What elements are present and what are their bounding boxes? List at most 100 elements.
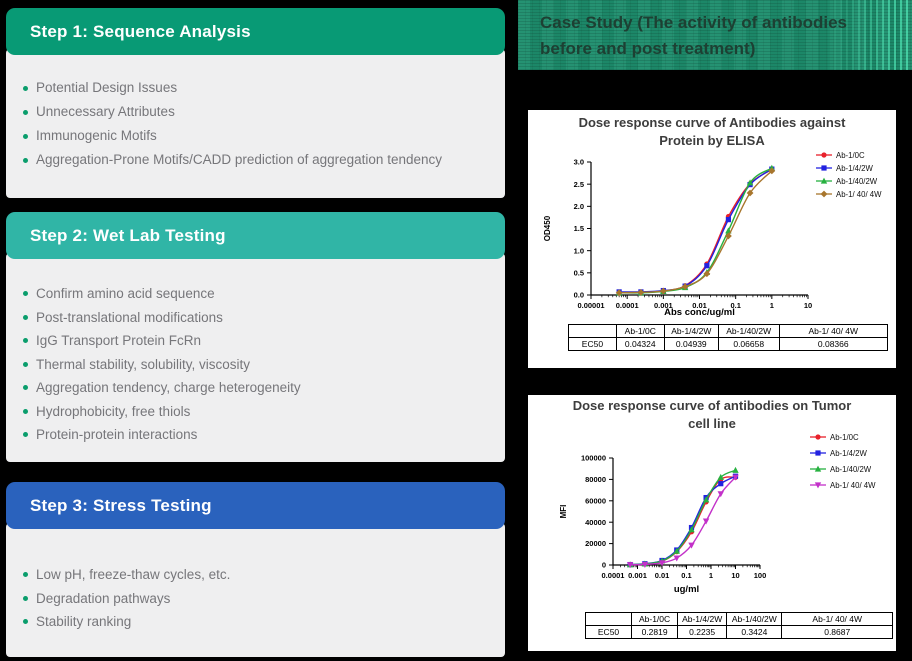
table-cell <box>568 324 617 338</box>
bullet-text: Aggregation tendency, charge heterogenei… <box>36 380 301 395</box>
step-3-card: Step 3: Stress Testing Low pH, freeze-th… <box>6 482 505 657</box>
bullet-text: Potential Design Issues <box>36 80 178 95</box>
x-tick-label: 0.1 <box>730 301 740 310</box>
bullet-dot-icon <box>23 110 28 115</box>
tumor-ec50-table: Ab-1/0C Ab-1/4/2W Ab-1/40/2W Ab-1/ 40/ 4W EC… <box>584 612 893 639</box>
y-tick-label: 3.0 <box>574 158 584 167</box>
legend-label: Ab-1/40/2W <box>830 465 872 474</box>
bullet-text: Protein-protein interactions <box>36 427 198 442</box>
bullet-dot-icon <box>23 619 28 624</box>
table-cell: 0.08366 <box>778 337 889 351</box>
chart-title: Protein by ELISA <box>659 133 765 148</box>
table-cell: 0.2819 <box>631 625 679 639</box>
ec50-table-grid: Ab-1/0C Ab-1/4/2W Ab-1/40/2W Ab-1/ 40/ 4W EC… <box>584 612 893 639</box>
x-tick-label: 10 <box>804 301 812 310</box>
bullet-item: Thermal stability, solubility, viscosity <box>16 353 491 377</box>
table-cell: 0.3424 <box>726 625 783 639</box>
legend-label: Ab-1/0C <box>836 151 865 160</box>
case-study-title-line2: before and post treatment) <box>540 39 756 58</box>
step-2-title: Step 2: Wet Lab Testing <box>30 225 226 245</box>
table-cell: 0.04939 <box>663 337 719 351</box>
tumor-dose-response-chart: Dose response curve of antibodies on Tum… <box>559 398 876 595</box>
table-cell: Ab-1/ 40/ 4W <box>781 612 893 626</box>
x-tick-label: 0.00001 <box>577 301 604 310</box>
x-tick-label: 0.1 <box>681 571 691 580</box>
legend-label: Ab-1/4/2W <box>836 164 873 173</box>
x-tick-label: 0.0001 <box>602 571 625 580</box>
chart-title: Dose response curve of Antibodies agains… <box>579 115 846 130</box>
tumor-chart-card: Dose response curve of antibodies on Tum… <box>528 395 896 651</box>
bullet-dot-icon <box>23 408 28 414</box>
x-tick-label: 0.001 <box>628 571 647 580</box>
x-tick-label: 0.0001 <box>616 301 639 310</box>
bullet-dot-icon <box>23 338 28 343</box>
legend-label: Ab-1/4/2W <box>830 449 867 458</box>
bullet-item: Hydrophobicity, free thiols <box>16 400 491 424</box>
bullet-text: Post-translational modifications <box>36 309 223 325</box>
y-axis-label: MFI <box>559 505 568 519</box>
y-tick-label: 1.5 <box>574 224 584 233</box>
bullet-dot-icon <box>23 158 28 163</box>
series-line <box>630 476 736 566</box>
bullet-text: Degradation pathways <box>36 590 171 606</box>
chart-title: Dose response curve of antibodies on Tum… <box>573 398 852 413</box>
case-study-banner: Case Study (The activity of antibodies b… <box>518 0 912 70</box>
bullet-dot-icon <box>23 361 28 367</box>
step-2-body: Confirm amino acid sequence Post-translat… <box>6 253 505 462</box>
bullet-text: IgG Transport Protein FcRn <box>36 333 202 348</box>
elisa-dose-response-chart: Dose response curve of Antibodies agains… <box>543 115 882 318</box>
bullet-item: Post-translational modifications <box>16 306 491 330</box>
bullet-text: Unnecessary Attributes <box>36 104 175 119</box>
table-cell: EC50 <box>584 625 633 639</box>
bullet-item: Degradation pathways <box>16 587 491 611</box>
table-cell: 0.8687 <box>781 625 893 639</box>
y-tick-label: 20000 <box>585 539 606 548</box>
y-tick-label: 2.5 <box>574 180 584 189</box>
step-3-list: Low pH, freeze-thaw cycles, etc. Degradat… <box>6 523 505 634</box>
step-2-header: Step 2: Wet Lab Testing <box>6 212 505 259</box>
x-tick-label: 10 <box>731 571 739 580</box>
legend-label: Ab-1/0C <box>830 433 859 442</box>
bullet-item: Unnecessary Attributes <box>16 100 491 124</box>
table-cell: Ab-1/4/2W <box>663 324 719 338</box>
bullet-item: Aggregation-Prone Motifs/CADD prediction… <box>16 148 491 172</box>
x-axis-label: Abs conc/ug/ml <box>664 307 735 318</box>
bullet-item: Low pH, freeze-thaw cycles, etc. <box>16 563 491 587</box>
y-tick-label: 80000 <box>585 475 606 484</box>
bullet-item: Confirm amino acid sequence <box>16 282 491 306</box>
bullet-text: Stability ranking <box>36 614 132 629</box>
step-3-title: Step 3: Stress Testing <box>30 495 212 515</box>
case-study-title-line1: Case Study (The activity of antibodies <box>540 13 848 32</box>
x-tick-label: 100 <box>754 571 767 580</box>
elisa-ec50-table: Ab-1/0C Ab-1/4/2W Ab-1/40/2W Ab-1/ 40/ 4W EC… <box>568 324 889 351</box>
table-cell: Ab-1/4/2W <box>677 612 728 626</box>
bullet-dot-icon <box>23 86 28 91</box>
legend-label: Ab-1/ 40/ 4W <box>830 481 876 490</box>
legend-label: Ab-1/ 40/ 4W <box>836 190 882 199</box>
x-tick-label: 0.01 <box>655 571 670 580</box>
x-tick-label: 1 <box>709 571 713 580</box>
bullet-dot-icon <box>23 385 28 390</box>
x-tick-label: 1 <box>770 301 774 310</box>
table-cell: Ab-1/40/2W <box>726 612 783 626</box>
bullet-text: Low pH, freeze-thaw cycles, etc. <box>36 567 231 582</box>
legend-label: Ab-1/40/2W <box>836 177 878 186</box>
step-1-card: Step 1: Sequence Analysis Potential Desi… <box>6 8 505 198</box>
series-line <box>630 475 736 566</box>
series-line <box>619 170 773 294</box>
chart-title: cell line <box>688 416 736 431</box>
table-cell: 0.2235 <box>677 625 728 639</box>
step-2-card: Step 2: Wet Lab Testing Confirm amino ac… <box>6 212 505 462</box>
step-3-header: Step 3: Stress Testing <box>6 482 505 529</box>
y-tick-label: 0.5 <box>574 268 584 277</box>
bullet-dot-icon <box>23 595 28 601</box>
y-axis-label: OD450 <box>543 215 552 241</box>
x-tick-label: 0.001 <box>654 301 673 310</box>
y-tick-label: 0 <box>602 561 606 570</box>
bullet-item: IgG Transport Protein FcRn <box>16 329 491 353</box>
y-tick-label: 100000 <box>581 454 606 463</box>
series-line <box>619 168 773 294</box>
bullet-item: Aggregation tendency, charge heterogenei… <box>16 376 491 400</box>
bullet-text: Immunogenic Motifs <box>36 128 157 143</box>
x-axis-label: ug/ml <box>674 584 699 595</box>
